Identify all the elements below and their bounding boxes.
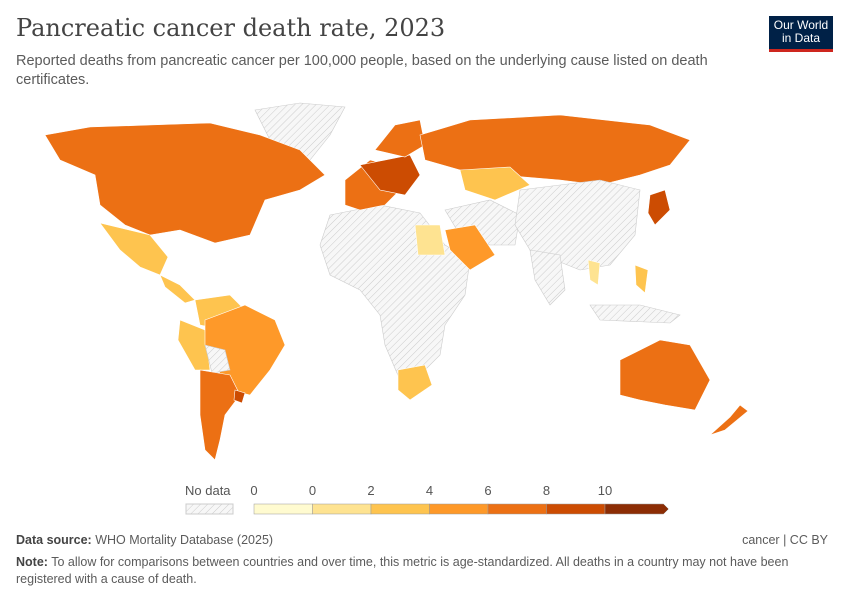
legend-no-data-swatch[interactable] — [185, 503, 234, 515]
legend-bin[interactable] — [253, 503, 313, 515]
legend-tick: 0 — [250, 483, 257, 498]
legend-tick: 2 — [367, 483, 374, 498]
legend-bin[interactable] — [312, 503, 372, 515]
world-map — [44, 102, 749, 461]
legend-tick: 8 — [543, 483, 550, 498]
legend-tick: 6 — [484, 483, 491, 498]
legend-bin[interactable] — [604, 503, 669, 515]
legend-no-data-label: No data — [185, 483, 231, 498]
legend: No data 0 0 2 4 6 8 10 — [180, 482, 670, 527]
chart-title: Pancreatic cancer death rate, 2023 — [16, 14, 446, 42]
philippines[interactable] — [634, 264, 649, 294]
legend-bin[interactable] — [370, 503, 430, 515]
chart-subtitle: Reported deaths from pancreatic cancer p… — [16, 53, 708, 88]
legend-bin[interactable] — [429, 503, 489, 515]
saudi-arabia[interactable] — [444, 224, 496, 271]
legend-bin[interactable] — [487, 503, 547, 515]
uruguay[interactable] — [233, 389, 246, 404]
peru-ecuador[interactable] — [177, 319, 211, 371]
canada-usa[interactable] — [44, 122, 326, 244]
central-america[interactable] — [159, 274, 196, 304]
legend-tick: 0 — [309, 483, 316, 498]
license[interactable]: cancer | CC BY — [742, 533, 828, 547]
legend-bin[interactable] — [546, 503, 606, 515]
australia[interactable] — [619, 339, 711, 411]
japan-korea[interactable] — [647, 189, 671, 226]
owid-logo[interactable]: Our World in Data — [769, 16, 833, 52]
source-text[interactable]: WHO Mortality Database (2025) — [95, 533, 274, 547]
source-line: Data source: WHO Mortality Database (202… — [16, 533, 274, 547]
argentina-chile[interactable] — [199, 369, 241, 461]
kazakhstan[interactable] — [459, 166, 531, 201]
europe-central[interactable] — [359, 154, 421, 196]
new-zealand[interactable] — [709, 404, 749, 436]
south-africa[interactable] — [397, 364, 433, 401]
russia[interactable] — [419, 114, 691, 186]
egypt[interactable] — [414, 224, 446, 256]
bolivia[interactable] — [204, 344, 231, 374]
legend-tick: 10 — [598, 483, 612, 498]
indonesia[interactable] — [589, 304, 681, 324]
note: Note: To allow for comparisons between c… — [16, 555, 789, 586]
india-sea[interactable] — [529, 249, 566, 306]
scandinavia[interactable] — [374, 119, 426, 158]
thailand[interactable] — [587, 259, 601, 286]
legend-tick: 4 — [426, 483, 433, 498]
